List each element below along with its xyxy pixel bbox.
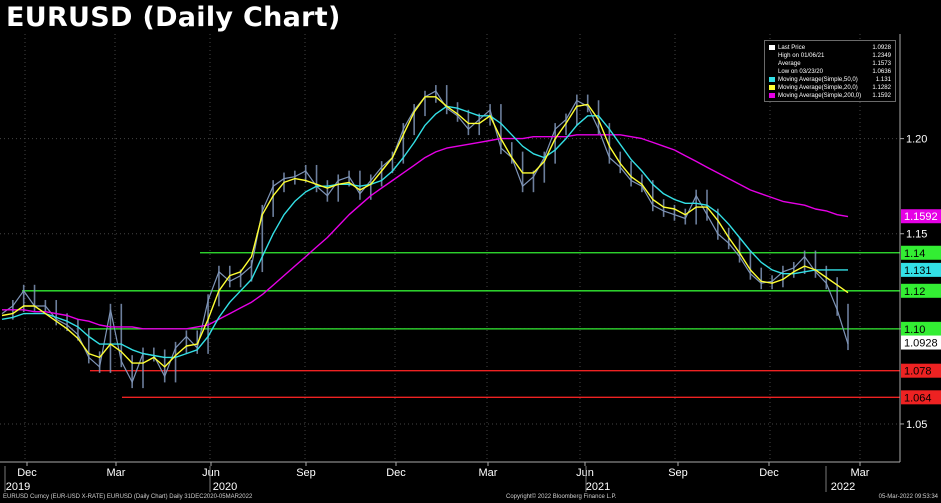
value-label-1.131: 1.131: [904, 265, 932, 277]
x-axis-ticks: Dec Mar Jun Sep Dec Mar Jun Sep Dec Mar 2019 2020 20…: [4, 462, 870, 493]
ytick-label-2: 1.15: [906, 229, 927, 241]
ytick-label-3: 1.20: [906, 134, 927, 146]
value-label-1.12: 1.12: [904, 286, 925, 298]
legend-label: Moving Average(Simple,50,0): [778, 76, 858, 83]
legend-row: High on 01/06/21 1.2349: [769, 52, 891, 59]
xtick-label-9: Mar: [851, 467, 870, 479]
value-label-1.064: 1.064: [904, 392, 932, 404]
value-label-box-1.064: [901, 390, 941, 405]
xtick-label-7: Sep: [668, 467, 688, 479]
xtick-label-3: Sep: [296, 467, 316, 479]
ytick-label-0: 1.05: [906, 419, 927, 431]
legend-value: 1.0928: [872, 44, 891, 51]
legend-row: Moving Average(Simple,20,0) 1.1282: [769, 84, 891, 91]
legend-row: Moving Average(Simple,200,0) 1.1592: [769, 92, 891, 99]
series-layer: [1, 85, 849, 389]
y-axis-ticks: 1.05 1.10 1.15 1.20: [900, 134, 927, 431]
legend-swatch: [769, 44, 775, 50]
footer-copyright: Copyright© 2022 Bloomberg Finance L.P.: [506, 494, 617, 500]
series-ma20: [1, 96, 849, 368]
series-ma50: [1, 105, 848, 359]
y-axis-value-labels: 1.14 1.12 1.10 1.078 1.064 1.1592 1.131 1.0928: [901, 209, 941, 405]
legend-swatch: [769, 84, 775, 90]
value-label-box-1.078: [901, 363, 941, 378]
year-label-2021: 2021: [586, 481, 610, 493]
value-label-box-1.1592: [901, 209, 941, 224]
xtick-label-8: Dec: [759, 467, 779, 479]
series-price: [1, 90, 849, 384]
xtick-label-5: Mar: [479, 467, 498, 479]
value-label-box-1.12: [901, 283, 941, 298]
series-ma200: [2, 134, 849, 330]
legend-label: High on 01/06/21: [778, 52, 825, 59]
legend-swatch: [769, 61, 775, 66]
legend-swatch: [769, 92, 775, 98]
legend-swatch: [769, 53, 775, 58]
value-label-1.10: 1.10: [904, 324, 925, 336]
xtick-label-4: Dec: [386, 467, 406, 479]
value-label-1.14: 1.14: [904, 248, 925, 260]
legend-row: Average 1.1573: [769, 60, 891, 67]
xtick-label-0: Dec: [17, 467, 37, 479]
legend-label: Moving Average(Simple,200,0): [778, 92, 862, 99]
legend-swatch: [769, 69, 775, 74]
legend-label: Low on 03/23/20: [778, 68, 824, 75]
value-label-1.1592: 1.1592: [904, 211, 938, 223]
xtick-label-6: Jun: [576, 467, 594, 479]
chart-title: EURUSD (Daily Chart): [6, 2, 341, 33]
legend-label: Last Price: [778, 44, 806, 51]
legend-label: Average: [778, 60, 801, 67]
grid: [0, 34, 900, 462]
year-label-2022: 2022: [831, 481, 855, 493]
legend-value: 1.2349: [872, 52, 891, 59]
value-label-box-1.131: [901, 262, 941, 277]
year-label-2019: 2019: [6, 481, 30, 493]
legend-value: 1.1573: [872, 60, 891, 67]
year-label-2020: 2020: [213, 481, 237, 493]
footer-timestamp: 05-Mar-2022 09:53:34: [878, 494, 938, 500]
value-label-box-1.10: [901, 321, 941, 336]
value-label-box-1.14: [901, 245, 941, 260]
legend-label: Moving Average(Simple,20,0): [778, 84, 858, 91]
xtick-label-2: Jun: [202, 467, 220, 479]
legend-value: 1.1592: [872, 92, 891, 99]
xtick-label-1: Mar: [107, 467, 126, 479]
legend-row: Low on 03/23/20 1.0636: [769, 68, 891, 75]
legend-swatch: [769, 76, 775, 82]
value-label-1.0928: 1.0928: [904, 338, 938, 350]
value-label-box-1.0928: [901, 335, 941, 350]
axis-frame: [0, 34, 901, 463]
support-resistance-lines: [22, 252, 900, 398]
legend-row: Last Price 1.0928: [769, 44, 891, 51]
value-label-1.078: 1.078: [904, 366, 932, 378]
legend-value: 1.131: [875, 76, 891, 83]
footer-source: EURUSD Curncy (EUR-USD X-RATE) EURUSD (D…: [3, 494, 253, 500]
legend-row: Moving Average(Simple,50,0) 1.131: [769, 76, 891, 83]
chart-legend: Last Price 1.0928 High on 01/06/21 1.2349 Av…: [764, 40, 896, 102]
legend-value: 1.0636: [872, 68, 891, 75]
legend-value: 1.1282: [872, 84, 891, 91]
